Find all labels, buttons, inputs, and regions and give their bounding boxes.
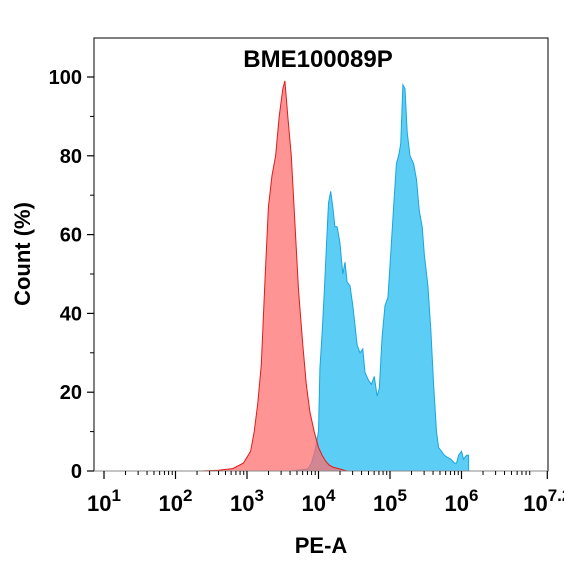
x-tick-label: 103: [230, 486, 264, 516]
y-tick-label: 100: [49, 67, 82, 89]
histogram-series-2: [200, 80, 348, 472]
y-tick-label: 0: [71, 461, 82, 483]
y-tick-label: 20: [60, 382, 82, 404]
x-tick-label: 101: [87, 486, 121, 516]
chart-title: BME100089P: [243, 46, 392, 73]
x-axis-label: PE-A: [295, 533, 348, 558]
series-layer: [94, 80, 548, 472]
x-tick-label: 107.2: [523, 486, 564, 516]
y-tick-label: 80: [60, 146, 82, 168]
x-tick-label: 105: [373, 486, 407, 516]
x-tick-label: 106: [445, 486, 479, 516]
x-tick-label: 104: [302, 486, 336, 516]
y-tick-label: 60: [60, 225, 82, 247]
y-axis-label: Count (%): [10, 202, 35, 306]
y-tick-label: 40: [60, 303, 82, 325]
x-tick-label: 102: [159, 486, 193, 516]
histogram-series-1: [239, 83, 470, 472]
